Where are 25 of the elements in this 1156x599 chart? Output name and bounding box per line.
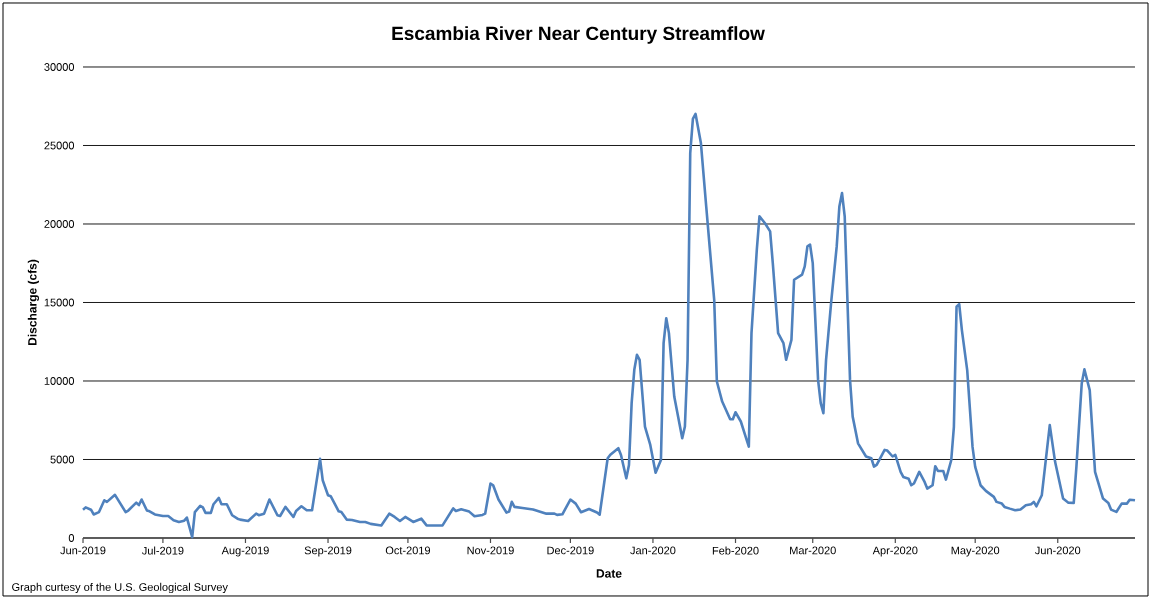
line-series bbox=[81, 112, 1137, 539]
x-tick-label: May-2020 bbox=[951, 546, 1000, 557]
x-tick-label: Sep-2019 bbox=[304, 546, 352, 557]
chart-title: Escambia River Near Century Streamflow bbox=[392, 26, 765, 44]
x-tick-label: Jul-2019 bbox=[141, 546, 184, 555]
y-tick-label: 30000 bbox=[44, 63, 75, 71]
x-tick-label: Aug-2019 bbox=[221, 546, 269, 557]
y-tick-label: 5000 bbox=[50, 455, 75, 464]
x-tick-label: Apr-2020 bbox=[872, 546, 918, 557]
x-tick-label: Feb-2020 bbox=[712, 546, 759, 555]
y-tick-label: 0 bbox=[68, 534, 75, 542]
text: Graph curtesy of the U.S. Geological Survey bbox=[12, 582, 228, 594]
y-tick-label: 25000 bbox=[44, 141, 75, 150]
x-tick-label: Jun-2020 bbox=[1035, 546, 1081, 555]
y-tick-label: 20000 bbox=[44, 220, 75, 228]
x-axis-title: Date bbox=[596, 569, 622, 578]
x-tick-label: Oct-2019 bbox=[385, 546, 431, 555]
x-tick-label: Jan-2020 bbox=[630, 546, 676, 555]
y-tick-label: 10000 bbox=[44, 377, 75, 385]
x-tick-label: Dec-2019 bbox=[547, 546, 594, 555]
y-tick-label: 15000 bbox=[44, 298, 75, 307]
x-tick-label: Nov-2019 bbox=[467, 546, 514, 555]
x-tick-label: Jun-2019 bbox=[60, 546, 106, 555]
x-tick-label: Mar-2020 bbox=[790, 546, 836, 555]
y-axis-title: Discharge (cfs) bbox=[27, 259, 40, 346]
